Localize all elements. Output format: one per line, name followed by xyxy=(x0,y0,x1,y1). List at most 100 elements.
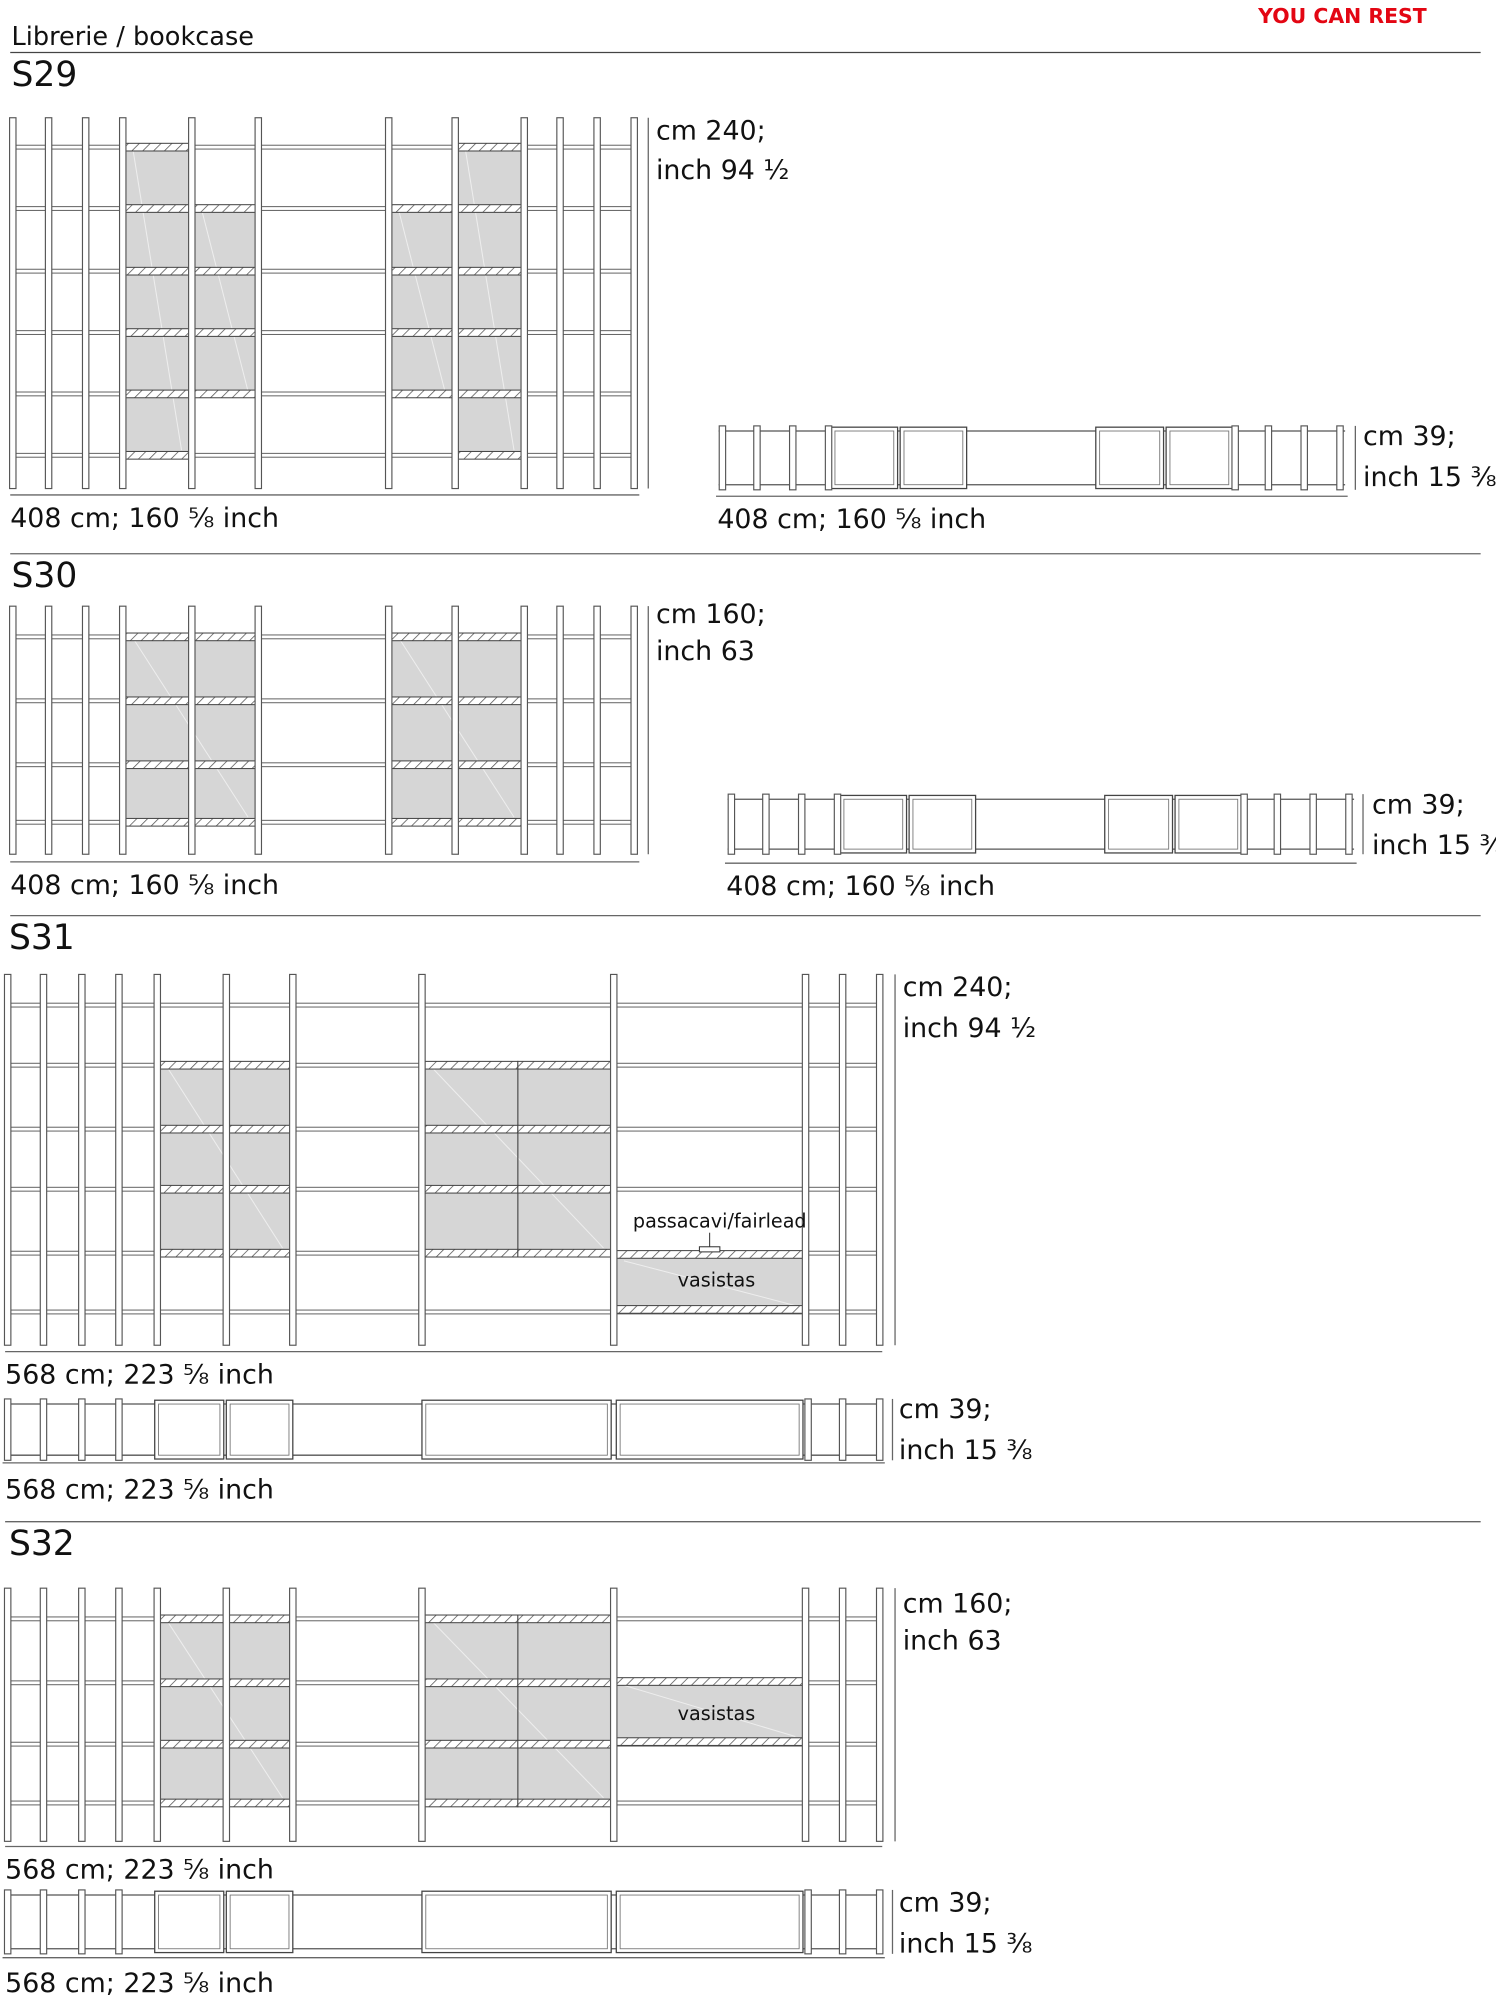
hatched-shelf xyxy=(613,1305,807,1314)
hatched-shelf xyxy=(454,204,525,213)
upright-post xyxy=(118,117,127,490)
height-inch: inch 94 ½ xyxy=(656,155,790,186)
plan-box-inner xyxy=(1178,798,1239,850)
upright-post xyxy=(9,117,17,490)
depth-inch: inch 15 ⅜ xyxy=(899,1435,1033,1466)
height-cm: cm 240; xyxy=(903,972,1013,1003)
upright-post xyxy=(630,605,638,855)
plan-post xyxy=(78,1398,86,1461)
model-code: S32 xyxy=(9,1524,75,1564)
hatched-shelf xyxy=(156,1124,227,1134)
plan-box xyxy=(421,1399,612,1460)
shelf xyxy=(14,391,638,397)
hatched-shelf xyxy=(388,328,456,337)
hatched-shelf xyxy=(454,696,525,706)
s32-elevation-drawing xyxy=(3,1587,896,1848)
shelf xyxy=(14,330,638,335)
hatched-shelf xyxy=(388,696,456,706)
plan-box-inner xyxy=(912,798,973,850)
hatched-shelf xyxy=(225,1060,294,1070)
hatched-shelf xyxy=(225,1614,294,1624)
plan-post xyxy=(804,1889,812,1955)
hatched-shelf xyxy=(517,1678,615,1688)
width-label: 408 cm; 160 ⅝ inch xyxy=(726,871,995,902)
hatched-shelf xyxy=(122,760,193,770)
plan-box xyxy=(908,794,977,854)
hatched-shelf xyxy=(454,817,525,827)
width-label: 568 cm; 223 ⅝ inch xyxy=(5,1968,274,1999)
plan-post xyxy=(753,425,761,491)
hatched-shelf xyxy=(225,1248,294,1258)
plan-box xyxy=(154,1399,225,1460)
hatched-shelf xyxy=(225,1184,294,1194)
page-title: Librerie / bookcase xyxy=(12,22,255,52)
brand-logo: YOU CAN REST xyxy=(1257,4,1427,28)
plan-post xyxy=(788,425,797,491)
upright-post xyxy=(875,1587,884,1842)
hatched-shelf xyxy=(122,450,193,460)
hatched-shelf xyxy=(421,1614,519,1624)
plan-box-inner xyxy=(1099,430,1161,486)
s30-plan-drawing xyxy=(724,793,1364,864)
plan-box-inner xyxy=(1169,430,1230,486)
upright-post xyxy=(44,605,53,855)
width-label: 408 cm; 160 ⅝ inch xyxy=(10,870,279,901)
plan-box xyxy=(1104,794,1174,854)
hatched-shelf xyxy=(156,1184,227,1194)
hatched-shelf xyxy=(454,389,525,399)
plan-box xyxy=(899,426,968,490)
width-label: 408 cm; 160 ⅝ inch xyxy=(10,503,279,534)
hatched-shelf xyxy=(156,1248,227,1258)
upright-post xyxy=(3,973,12,1346)
hatched-shelf xyxy=(191,632,259,642)
plan-post xyxy=(833,793,842,855)
hatched-shelf xyxy=(388,389,456,399)
plan-post xyxy=(1273,793,1282,855)
hatched-shelf xyxy=(191,760,259,770)
hatched-shelf xyxy=(191,817,259,827)
hatched-shelf xyxy=(122,204,193,213)
plan-post xyxy=(3,1398,12,1461)
s32-plan-drawing xyxy=(2,1889,894,1959)
plan-post xyxy=(838,1889,847,1955)
plan-post xyxy=(1309,793,1317,855)
upright-post xyxy=(875,973,884,1346)
hatched-shelf xyxy=(191,389,259,399)
shelf xyxy=(14,634,638,640)
depth-cm: cm 39; xyxy=(1372,789,1465,820)
plan-box-inner xyxy=(158,1403,221,1456)
plan-post xyxy=(762,793,770,855)
depth-inch: inch 15 ⅜ xyxy=(1372,830,1496,861)
hatched-shelf xyxy=(517,1060,615,1070)
hatched-shelf xyxy=(454,328,525,337)
hatched-shelf xyxy=(517,1798,615,1808)
hatched-shelf xyxy=(156,1678,227,1688)
plan-post xyxy=(115,1889,123,1955)
upright-post xyxy=(609,973,618,1346)
plan-post xyxy=(804,1398,812,1461)
hatched-shelf xyxy=(421,1678,519,1688)
upright-post xyxy=(609,1587,618,1842)
upright-post xyxy=(222,973,231,1346)
plan-post xyxy=(875,1889,884,1955)
hatched-shelf xyxy=(517,1614,615,1624)
plan-box xyxy=(225,1399,294,1460)
model-code: S29 xyxy=(12,55,78,95)
plan-box xyxy=(225,1890,294,1954)
upright-post xyxy=(153,1587,162,1842)
shelf xyxy=(14,698,638,704)
upright-post xyxy=(451,117,459,490)
upright-post xyxy=(39,1587,48,1842)
hatched-shelf xyxy=(122,142,193,152)
hatched-shelf xyxy=(517,1248,615,1258)
height-inch: inch 94 ½ xyxy=(903,1013,1037,1044)
upright-post xyxy=(384,605,393,855)
upright-post xyxy=(384,117,393,490)
hatched-shelf xyxy=(517,1739,615,1749)
upright-post xyxy=(222,1587,231,1842)
plan-box xyxy=(421,1890,612,1954)
plan-box xyxy=(1095,426,1165,490)
glass-reflection xyxy=(623,1684,796,1737)
plan-box-inner xyxy=(229,1403,290,1456)
